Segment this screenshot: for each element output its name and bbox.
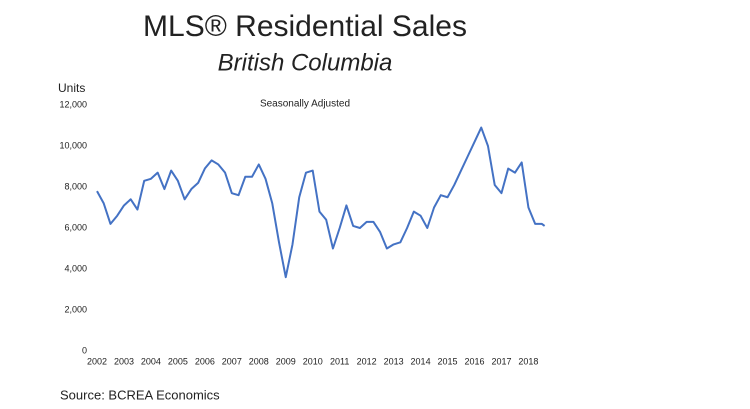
- x-tick-label: 2013: [384, 356, 404, 366]
- x-tick-label: 2004: [141, 356, 161, 366]
- y-tick-label: 12,000: [59, 99, 87, 109]
- y-tick-label: 4,000: [64, 263, 87, 273]
- y-tick-label: 2,000: [64, 304, 87, 314]
- data-line: [96, 126, 546, 279]
- x-tick-label: 2016: [464, 356, 484, 366]
- y-tick-label: 6,000: [64, 222, 87, 232]
- x-tick-label: 2010: [303, 356, 323, 366]
- y-tick-label: 8,000: [64, 181, 87, 191]
- chart-subtitle: British Columbia: [218, 49, 393, 76]
- x-tick-label: 2018: [518, 356, 538, 366]
- x-tick-label: 2014: [411, 356, 431, 366]
- x-tick-label: 2002: [87, 356, 107, 366]
- y-axis-label: Units: [58, 81, 85, 95]
- x-tick-label: 2015: [438, 356, 458, 366]
- y-tick-label: 10,000: [59, 140, 87, 150]
- x-tick-label: 2009: [276, 356, 296, 366]
- x-tick-label: 2006: [195, 356, 215, 366]
- x-tick-label: 2011: [330, 356, 349, 366]
- x-tick-label: 2003: [114, 356, 134, 366]
- x-tick-label: 2007: [222, 356, 242, 366]
- y-tick-label: 0: [82, 345, 87, 355]
- x-tick-label: 2008: [249, 356, 269, 366]
- x-tick-label: 2005: [168, 356, 188, 366]
- source: Source: BCREA Economics: [60, 387, 220, 402]
- annotation: Seasonally Adjusted: [260, 99, 350, 110]
- x-tick-label: 2012: [357, 356, 377, 366]
- chart-title: MLS® Residential Sales: [143, 10, 467, 43]
- x-tick-label: 2017: [491, 356, 511, 366]
